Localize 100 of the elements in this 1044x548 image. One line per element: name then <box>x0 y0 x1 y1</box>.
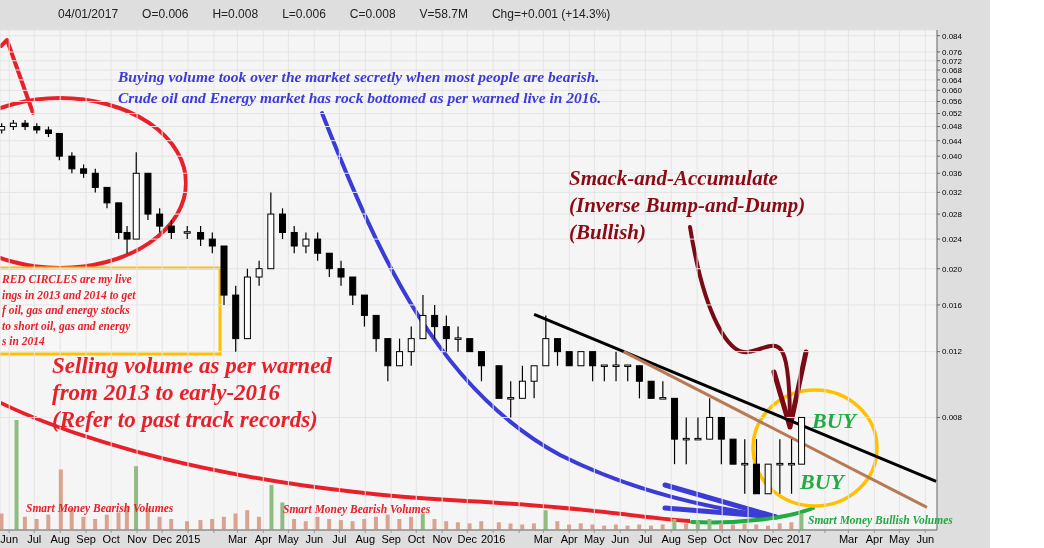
x-tick-label: Mar <box>533 532 554 545</box>
x-tick-label: Mar <box>838 532 859 545</box>
y-tick-label: 0.048 <box>942 122 963 132</box>
bar <box>420 513 425 530</box>
candlestick <box>349 276 357 306</box>
candlestick <box>255 260 263 287</box>
y-tick-label: 0.060 <box>942 86 963 96</box>
candlestick <box>635 365 643 399</box>
annotation: Smart Money Bullish Volumes <box>808 514 953 526</box>
y-tick-label: 0.064 <box>942 75 963 85</box>
candlestick <box>530 365 538 399</box>
x-tick-label: May <box>277 532 300 545</box>
x-tick-label: Nov <box>738 532 759 545</box>
bar <box>385 514 390 530</box>
bar <box>221 516 226 530</box>
bar <box>233 513 238 530</box>
bar <box>455 522 460 530</box>
candlestick <box>21 119 29 131</box>
candlestick <box>337 260 345 287</box>
candlestick <box>290 225 298 254</box>
x-tick-label: Jun <box>916 532 935 545</box>
candlestick <box>167 219 175 240</box>
candlestick <box>717 416 725 465</box>
x-tick-label: Jun <box>0 532 19 545</box>
annotation: RED CIRCLES are my live ings in 2013 and 2014 to get f oil, gas and energy stocks to short oil, gas and energy s in 2014 <box>2 272 136 349</box>
candlestick <box>589 351 597 382</box>
bar <box>742 523 747 530</box>
candlestick <box>197 225 205 247</box>
x-tick-label: Oct <box>713 532 731 545</box>
candlestick <box>103 186 111 209</box>
x-tick-label: Sep <box>381 532 401 545</box>
bar <box>303 521 308 530</box>
bar <box>672 519 677 530</box>
x-tick-label: Apr <box>254 532 273 545</box>
annotation: Selling volume as per warned from 2013 to early-2016 (Refer to past track records) <box>52 352 332 433</box>
bar <box>327 519 332 530</box>
bar <box>432 519 437 530</box>
y-tick-label: 0.036 <box>942 169 963 179</box>
y-tick-label: 0.084 <box>942 31 963 41</box>
bar <box>315 516 320 530</box>
annotation: Smart Money Bearish Volumes <box>283 503 431 515</box>
candlestick <box>302 231 310 254</box>
x-tick-label: Dec <box>763 532 784 545</box>
bar <box>578 523 583 530</box>
x-tick-label: Jul <box>27 532 42 545</box>
candlestick <box>518 365 526 399</box>
candlestick <box>682 416 690 465</box>
candlestick <box>477 351 485 382</box>
candlestick <box>68 151 76 174</box>
candlestick <box>419 294 427 340</box>
x-tick-label: Aug <box>661 532 681 545</box>
y-tick-label: 0.072 <box>942 56 963 66</box>
x-tick-label: Jul <box>638 532 653 545</box>
y-tick-label: 0.016 <box>942 300 963 310</box>
candlestick <box>279 207 287 240</box>
x-tick-label: 2015 <box>175 532 201 545</box>
bar <box>373 516 378 530</box>
annotation: Buying volume took over the market secretly when most people are bearish. Crude oil and Energy market has rock bottomed as per warned live in 2016. <box>118 67 602 108</box>
bar <box>479 521 484 530</box>
candlestick <box>372 314 380 353</box>
x-tick-label: May <box>889 532 911 545</box>
x-tick-label: Mar <box>227 532 248 545</box>
annotation: BUY <box>812 408 856 434</box>
bar <box>789 522 794 530</box>
x-tick-label: Dec <box>457 532 478 545</box>
bar <box>185 521 190 530</box>
bar <box>707 519 712 530</box>
candlestick <box>156 207 164 234</box>
y-tick-label: 0.028 <box>942 209 963 219</box>
x-tick-label: Jun <box>305 532 324 545</box>
candlestick <box>407 326 415 367</box>
bar <box>22 516 27 530</box>
bar <box>444 521 449 530</box>
bar <box>695 521 700 530</box>
candlestick <box>396 338 404 367</box>
x-tick-label: Oct <box>407 532 425 545</box>
candlestick <box>208 231 216 254</box>
y-tick-label: 0.020 <box>942 264 963 274</box>
bar <box>496 522 501 530</box>
candlestick <box>55 132 63 161</box>
bar <box>409 516 414 530</box>
candlestick <box>91 168 99 193</box>
y-tick-label: 0.068 <box>942 65 963 75</box>
bar <box>210 519 215 530</box>
bar <box>169 519 174 530</box>
x-tick-label: Dec <box>152 532 173 545</box>
candlestick <box>776 438 784 495</box>
bar <box>555 521 560 530</box>
bar <box>256 516 261 530</box>
x-tick-label: Sep <box>687 532 707 545</box>
candlestick <box>314 231 322 262</box>
bar <box>81 516 86 530</box>
x-tick-label: Oct <box>102 532 120 545</box>
bar <box>104 514 109 530</box>
y-tick-label: 0.052 <box>942 109 963 119</box>
candlestick <box>554 338 562 367</box>
x-tick-label: Apr <box>560 532 579 545</box>
bar <box>93 519 98 530</box>
x-tick-label: Jun <box>611 532 630 545</box>
annotation: BUY <box>800 469 844 495</box>
